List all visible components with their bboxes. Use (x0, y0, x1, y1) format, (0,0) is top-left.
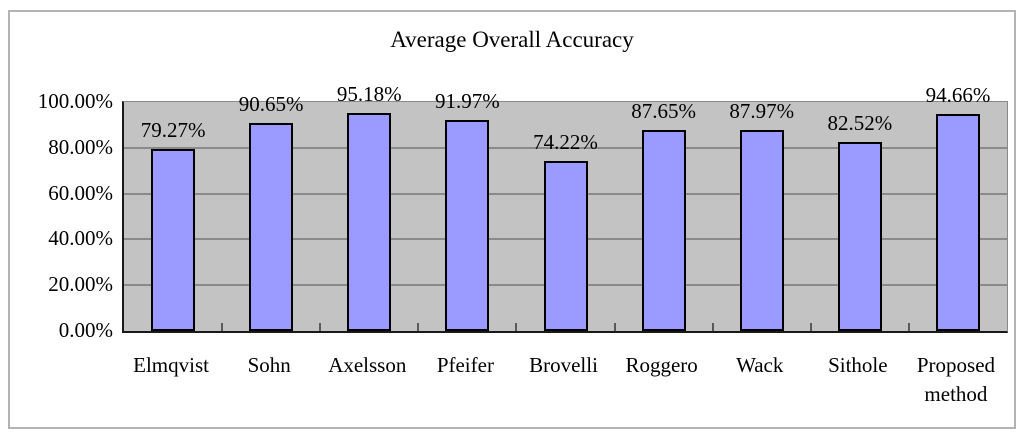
x-axis-label: Sithole (828, 353, 888, 377)
category-axis-tick (907, 323, 910, 331)
bar-value-label: 87.97% (729, 98, 795, 123)
y-axis-tick-label: 40.00% (48, 226, 113, 251)
x-axis-label: Elmqvist (133, 353, 209, 377)
bar-value-label: 82.52% (827, 111, 893, 136)
bar-value-label: 79.27% (140, 118, 206, 143)
bar (347, 113, 392, 331)
plot-area: 79.27% 90.65% 95.18% 91.97% 74.22% 87.65% 87.9… (122, 83, 1008, 333)
x-axis-label: Sohn (247, 353, 291, 377)
y-axis-tick-label: 20.00% (48, 272, 113, 297)
x-axis-label: Proposed method (916, 353, 996, 406)
bar-value-label: 90.65% (238, 92, 304, 117)
x-axis-label: Wack (736, 353, 784, 377)
category-axis-tick (221, 323, 224, 331)
bar (249, 123, 294, 331)
bar-value-label: 94.66% (925, 83, 991, 108)
bar-value-label: 95.18% (336, 82, 402, 107)
x-axis-label: Brovelli (529, 353, 598, 377)
y-axis-tick-label: 100.00% (37, 89, 113, 113)
gridline (124, 146, 1007, 149)
x-axis-label: Axelsson (328, 353, 407, 377)
y-axis-tick-label: 0.00% (58, 318, 113, 342)
bar-value-label: 74.22% (533, 130, 598, 155)
category-axis-tick (711, 323, 714, 331)
y-axis-tick-label: 60.00% (48, 180, 113, 205)
x-axis-label: Pfeifer (436, 353, 494, 377)
bar-value-label: 91.97% (435, 89, 500, 114)
bar (837, 142, 882, 331)
bar (935, 114, 980, 331)
category-axis-tick (319, 323, 322, 331)
x-axis-label: Roggero (625, 353, 698, 377)
chart-title: Average Overall Accuracy (390, 27, 634, 52)
bar (543, 161, 588, 331)
y-axis-tick-label: 80.00% (48, 134, 113, 159)
category-axis-tick (809, 323, 812, 331)
bar (151, 149, 196, 331)
category-axis-tick (515, 323, 518, 331)
bar (739, 129, 784, 331)
bar (641, 130, 686, 331)
category-axis-tick (613, 323, 616, 331)
bar-value-label: 87.65% (631, 99, 696, 124)
bar (445, 120, 490, 331)
category-axis-tick (417, 323, 420, 331)
